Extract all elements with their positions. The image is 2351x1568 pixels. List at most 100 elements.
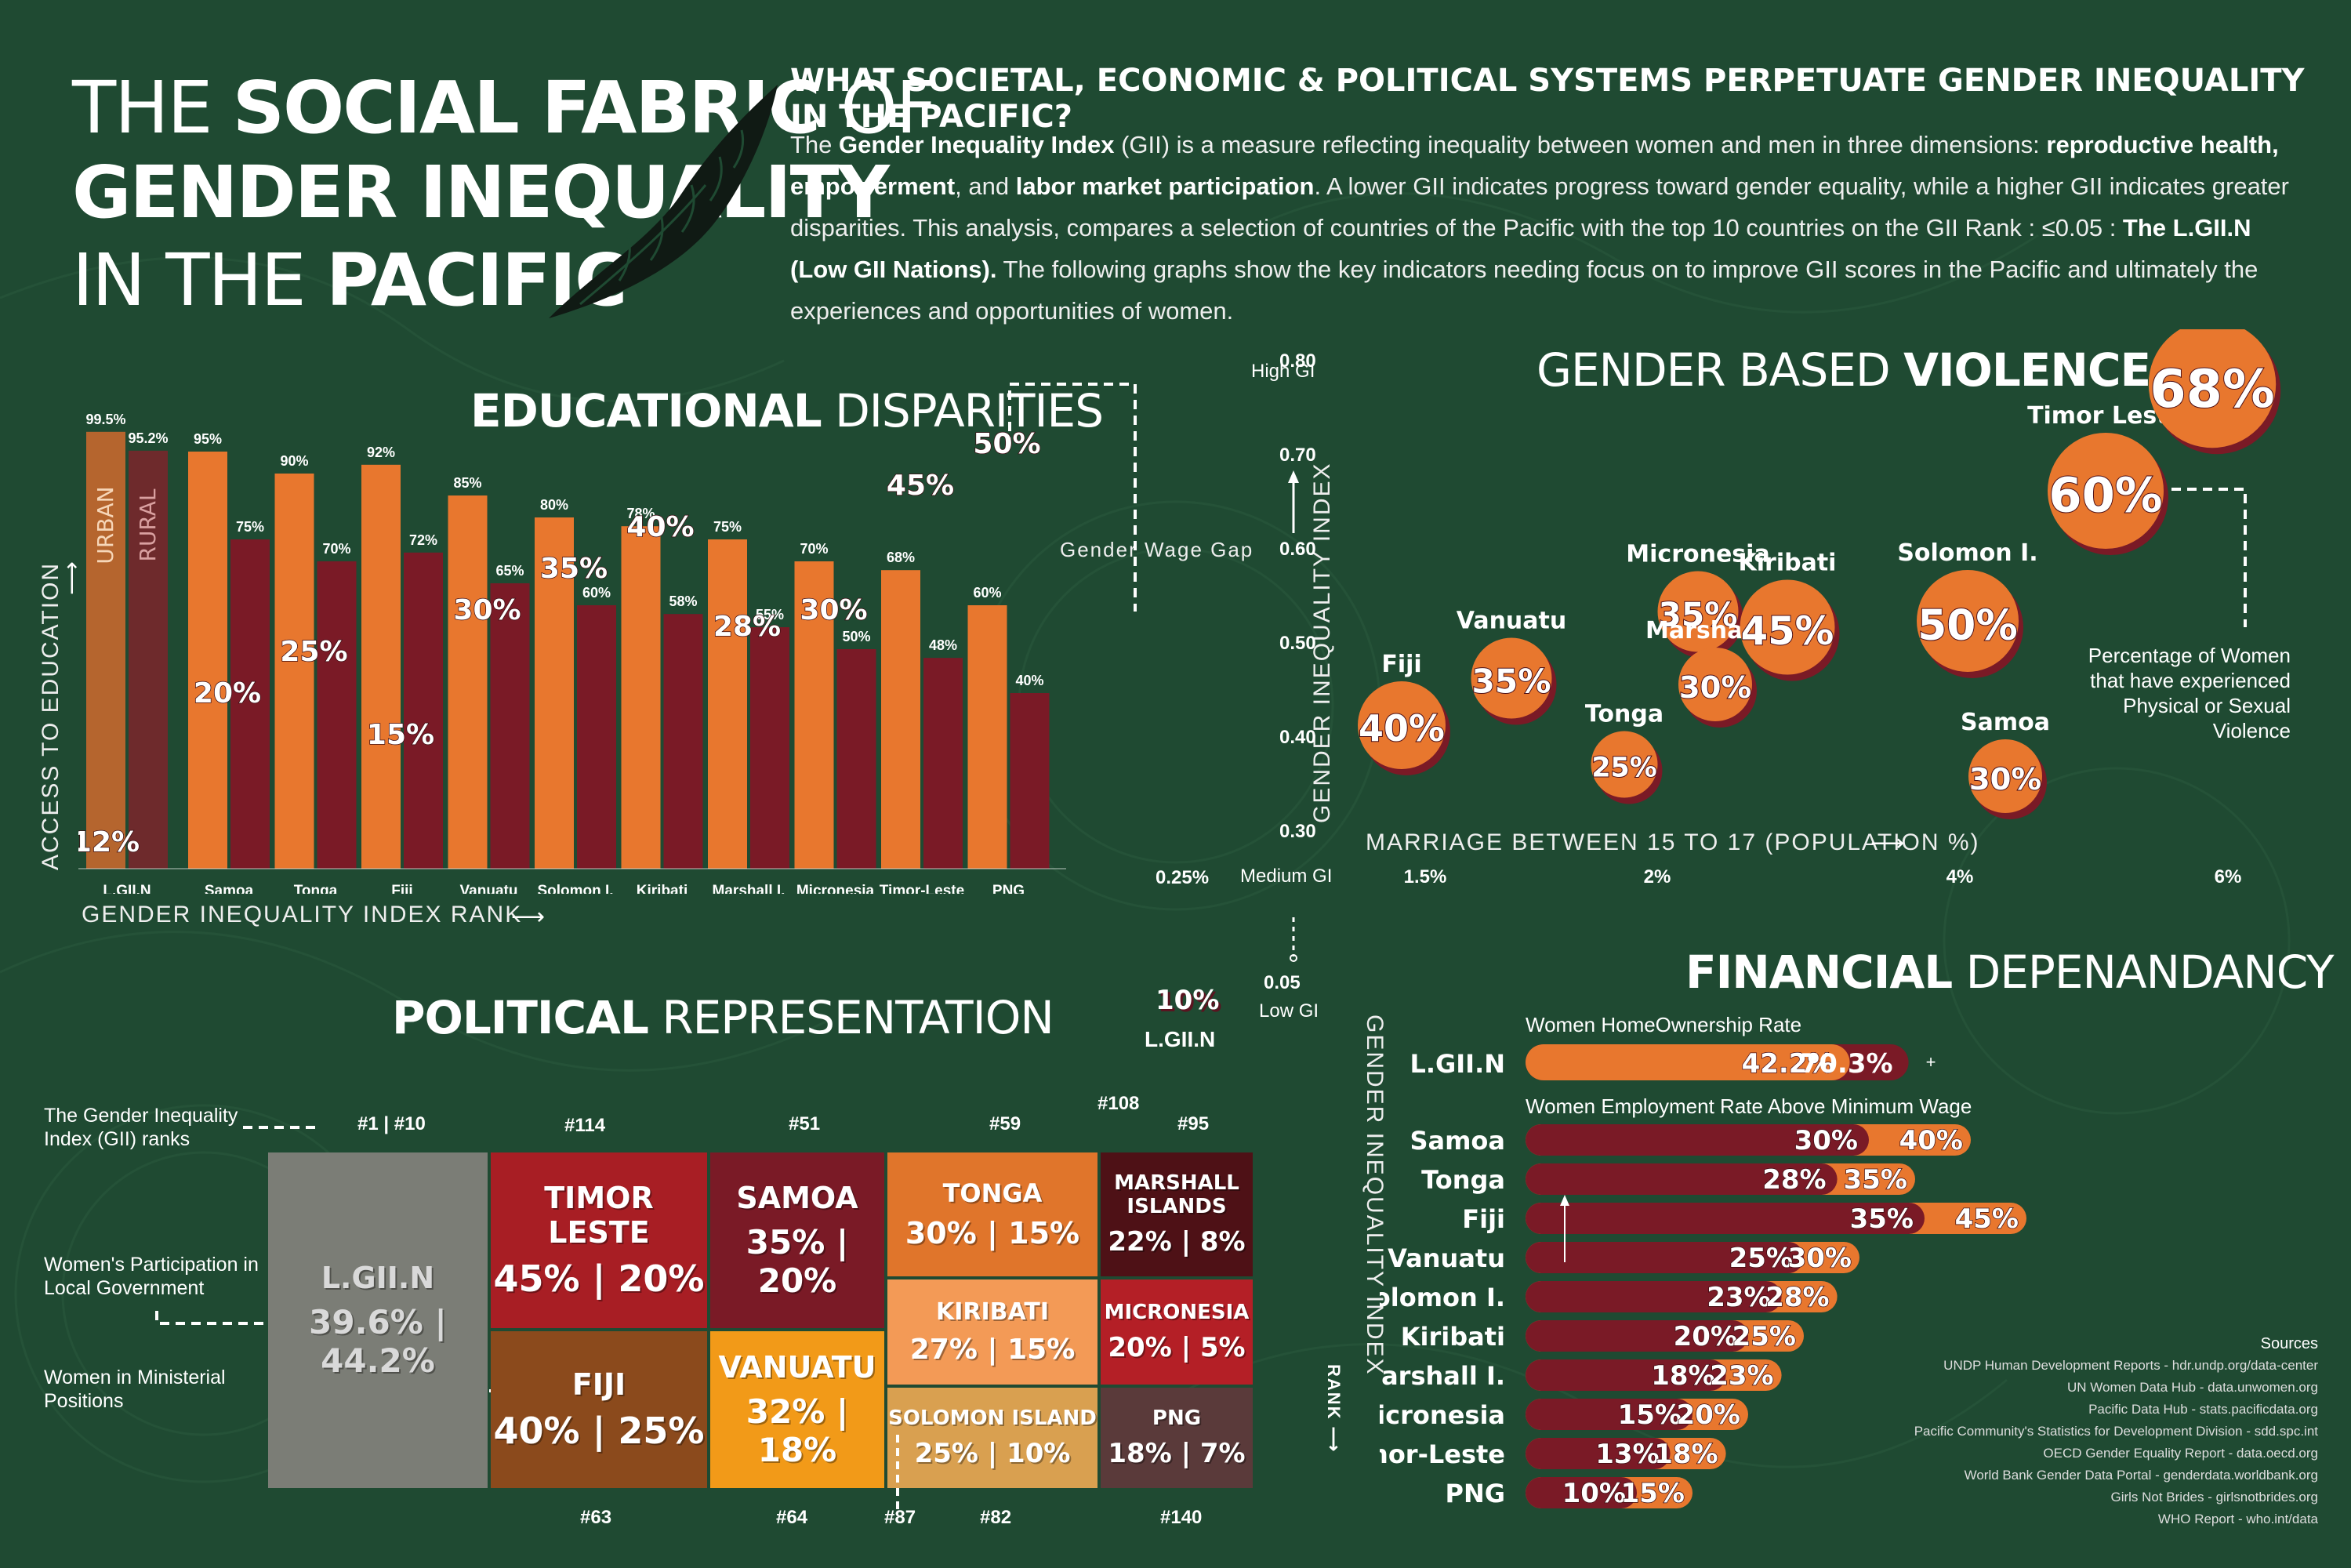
education-bar-chart: 99.5%95.2% L.GII.N 12% 95% 75% Samoa 20% 90% 70%…: [78, 412, 1066, 894]
data-label-urban: 92%: [367, 445, 395, 460]
x-tick-label: 6%: [2215, 866, 2242, 887]
bar-urban-micronesia: [794, 561, 834, 869]
treemap-cell-micronesia: MICRONESIA 20% | 5%: [1101, 1279, 1253, 1385]
wage-gap-badge: 15%: [367, 719, 434, 751]
x-tick-label: Samoa: [205, 883, 254, 894]
rank-fiji: #63: [580, 1507, 612, 1528]
rank-kiribati: #82: [980, 1507, 1012, 1528]
gii-low-label: Low GI: [1259, 1000, 1319, 1022]
x-axis-arrow-icon: ⟶: [511, 904, 546, 930]
main-question: WHAT SOCIETAL, ECONOMIC & POLITICAL SYST…: [790, 63, 2305, 135]
country-label: Fiji: [1462, 1204, 1505, 1234]
rank-arrow-head-icon: [1560, 1195, 1569, 1206]
rural-label: RURAL: [135, 488, 161, 561]
bubble-solomon-i-: [1917, 570, 2019, 672]
data-label-rural: 75%: [236, 519, 264, 535]
x-tick-label: Fiji: [391, 883, 412, 894]
bar-lgiin-home: [1526, 1044, 1850, 1080]
x-tick-label: Kiribati: [637, 883, 688, 894]
bubble-samoa: [1968, 739, 2042, 813]
bar-rural-tonga: [317, 561, 357, 869]
data-label-rural: 55%: [756, 607, 784, 622]
x-tick-label: PNG: [992, 883, 1025, 894]
source-item: Pacific Data Hub - stats.pacificdata.org: [2088, 1402, 2318, 1417]
gii-high-label: High GI: [1251, 361, 1315, 382]
bar-homeownership: [1526, 1124, 1869, 1156]
wage-gap-badge: 30%: [453, 594, 521, 626]
country-label: Micronesia: [1380, 1400, 1505, 1430]
x-tick-label: Marshall I.: [713, 883, 785, 894]
bar-rural-kiribati: [663, 614, 703, 869]
rank-png: #140: [1160, 1507, 1203, 1528]
homeownership-label: Women HomeOwnership Rate: [1526, 1013, 1802, 1036]
bubble-fiji: [1358, 681, 1446, 769]
x-tick-label: Solomon I.: [537, 883, 613, 894]
bubble-country-label: Kiribati: [1739, 550, 1837, 577]
bar-homeownership: [1526, 1242, 1804, 1273]
data-label-urban: 70%: [800, 541, 828, 557]
employ-value: 30%: [1788, 1243, 1852, 1274]
bubble-value: 25%: [1591, 752, 1656, 783]
employ-value: 35%: [1844, 1164, 1907, 1196]
source-item: UNDP Human Development Reports - hdr.und…: [1943, 1358, 2318, 1373]
education-x-axis-label: GENDER INEQUALITY INDEX RANK: [82, 902, 523, 927]
data-label-urban: 75%: [713, 519, 742, 535]
employ-value: 18%: [1654, 1439, 1718, 1470]
bubble-country-label: Vanuatu: [1457, 608, 1566, 635]
employ-value: 20%: [1677, 1399, 1740, 1431]
rank-samoa: #51: [789, 1113, 821, 1134]
rank-vanuatu: #64: [776, 1507, 808, 1528]
wage-gap-badge: 20%: [194, 677, 261, 710]
rank-solomon: #87: [884, 1507, 916, 1528]
bar-rural-marshall-i-: [750, 627, 789, 869]
gii-tick-005: 0.05: [1264, 972, 1301, 993]
treemap-cell-tonga: TONGA 30% | 15%: [887, 1152, 1097, 1276]
violence-note: Percentage of Women that have experience…: [2088, 644, 2291, 742]
rank-marshall: #108: [1097, 1093, 1140, 1114]
urban-label: URBAN: [93, 486, 118, 564]
source-item: UN Women Data Hub - data.unwomen.org: [2066, 1380, 2318, 1395]
y-tick-label: 0.70: [1279, 445, 1316, 466]
country-label: Solomon I.: [1380, 1283, 1505, 1312]
data-label-rural: 60%: [582, 585, 611, 601]
bar-homeownership: [1526, 1203, 1925, 1234]
wage-gap-badge: 25%: [280, 636, 347, 668]
y-tick-label: 0.50: [1279, 633, 1316, 654]
lgiin-employ-value: 70.3%: [1801, 1048, 1893, 1080]
bar-urban-vanuatu: [448, 495, 488, 869]
data-label-rural: 72%: [409, 532, 437, 548]
bubble-value: 35%: [1471, 662, 1551, 701]
violence-x-axis-label: MARRIAGE BETWEEN 15 TO 17 (POPULATION %): [1366, 829, 1980, 855]
data-label-urban: 85%: [453, 475, 481, 491]
country-label: Marshall I.: [1380, 1361, 1505, 1391]
bar-urban-solomon-i-: [535, 517, 574, 869]
employ-value: 28%: [1765, 1282, 1829, 1313]
bar-urban-marshall-i-: [708, 539, 747, 869]
home-value: 10%: [1562, 1478, 1626, 1509]
intro-paragraph: The Gender Inequality Index (GII) is a m…: [790, 131, 2289, 325]
violence-bubble-chart: 0.80 0.70 0.60 0.50 0.40 0.30 1.5% 2% 4% 6% 40% Fij…: [1279, 329, 2281, 887]
bubble-country-label: Solomon I.: [1897, 539, 2037, 567]
bar-rural-l-gii-n: [129, 450, 168, 869]
bar-urban-tonga: [274, 474, 314, 869]
data-label-urban: 78%: [626, 506, 655, 521]
data-label-rural: 40%: [1015, 673, 1043, 688]
bubble-value: 35%: [1658, 596, 1737, 634]
gii-medium-label: Medium GI: [1240, 866, 1333, 887]
country-label: L.GII.N: [1410, 1049, 1505, 1079]
x-tick-label: 1.5%: [1404, 866, 1447, 887]
bubble-country-label: Tonga: [1585, 701, 1663, 728]
employment-label: Women Employment Rate Above Minimum Wage: [1526, 1094, 1972, 1118]
bar-rural-samoa: [230, 539, 270, 869]
bar-rural-vanuatu: [490, 583, 530, 869]
bubble-png: [2148, 329, 2277, 448]
treemap-cell-timor-leste: TIMOR LESTE 45% | 20%: [491, 1152, 707, 1328]
country-label: Timor-Leste: [1380, 1439, 1505, 1469]
bar-urban-l-gii-n: [86, 431, 125, 869]
home-value: 28%: [1762, 1164, 1826, 1196]
bar-urban-kiribati: [621, 526, 661, 869]
bar-rural-timor-leste: [923, 658, 963, 869]
x-tick-label: Tonga: [294, 883, 338, 894]
data-label-urban: 99.5%: [85, 412, 125, 427]
country-label: Samoa: [1410, 1126, 1505, 1156]
